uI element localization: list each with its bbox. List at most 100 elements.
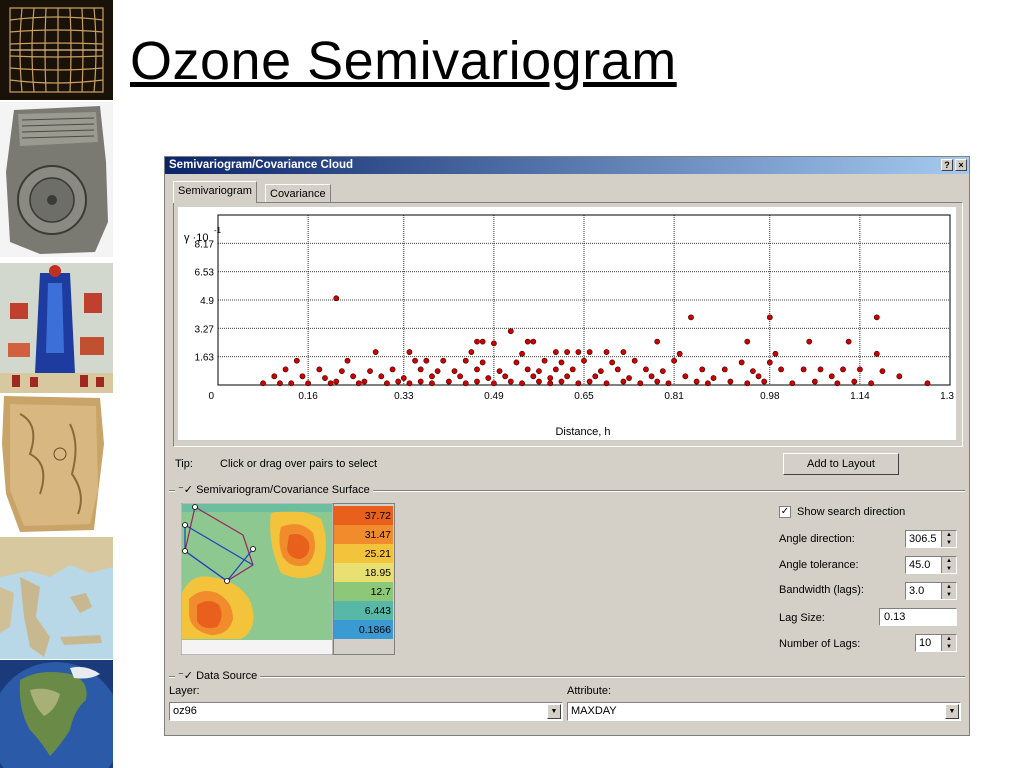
data-point — [445, 378, 452, 385]
bandwidth-spinner[interactable]: ▲ ▼ — [941, 583, 956, 599]
data-point — [406, 380, 413, 387]
thumbnail-strip — [0, 0, 114, 768]
data-point — [868, 380, 875, 387]
legend-label: 6.443 — [365, 605, 391, 617]
data-point — [857, 366, 863, 373]
data-point — [682, 373, 689, 380]
data-point — [524, 366, 531, 373]
data-point — [271, 373, 278, 380]
legend-swatch — [333, 544, 393, 563]
y-tick-label: 1.63 — [195, 353, 215, 364]
attribute-value: MAXDAY — [571, 705, 617, 717]
help-icon[interactable]: ? — [941, 159, 953, 171]
data-point — [361, 378, 368, 385]
data-point — [558, 359, 565, 366]
variogram-surface-map[interactable] — [181, 503, 333, 655]
data-point — [327, 380, 334, 387]
number-of-lags-field[interactable]: 10 ▲ ▼ — [915, 634, 957, 652]
data-point — [507, 378, 514, 385]
data-point — [552, 366, 559, 373]
lag-size-field[interactable]: 0.13 — [879, 608, 957, 626]
y-tick-label: 3.27 — [195, 324, 215, 335]
data-point — [755, 373, 762, 380]
data-point — [530, 338, 537, 345]
data-point — [496, 368, 503, 375]
surface-group-header[interactable]: ⁻✓ Semivariogram/Covariance Surface — [175, 483, 373, 496]
data-point — [389, 366, 396, 373]
data-point — [502, 373, 509, 380]
tab-covariance[interactable]: Covariance — [265, 184, 331, 203]
tab-semivariogram[interactable]: Semivariogram — [173, 181, 257, 203]
data-point — [575, 380, 582, 387]
data-point — [620, 378, 627, 385]
legend-label: 31.47 — [365, 529, 391, 541]
data-point — [603, 380, 610, 387]
data-point — [873, 314, 880, 321]
x-tick-labels: 0 0.16 0.33 0.49 0.65 0.81 0.98 1.14 1.3 — [208, 391, 954, 402]
layer-dropdown[interactable]: oz96 ▼ — [169, 702, 563, 721]
spin-down-icon: ▼ — [946, 566, 952, 572]
add-to-layout-button[interactable]: Add to Layout — [783, 453, 899, 475]
data-point — [468, 349, 475, 355]
angle-tolerance-spinner[interactable]: ▲ ▼ — [941, 557, 956, 573]
tip-text: Click or drag over pairs to select — [220, 458, 378, 470]
data-point — [519, 380, 525, 387]
dialog-title: Semivariogram/Covariance Cloud — [169, 159, 354, 171]
medieval-map-image — [0, 263, 113, 393]
legend-swatch — [333, 601, 393, 620]
data-point — [569, 366, 576, 373]
plot-area[interactable]: 1.63 3.27 4.9 6.53 8.17 0 0.16 0.33 0.49 0.65 0.8… — [178, 207, 956, 440]
data-point — [417, 378, 424, 385]
x-tick-label: 0.16 — [298, 391, 318, 402]
data-point — [597, 368, 604, 375]
data-point — [338, 368, 345, 375]
legend-swatch — [333, 620, 393, 639]
chevron-down-icon[interactable]: ▼ — [945, 704, 959, 719]
attribute-dropdown[interactable]: MAXDAY ▼ — [567, 702, 961, 721]
data-point — [462, 380, 469, 387]
angle-direction-field[interactable]: 306.5 ▲ ▼ — [905, 530, 957, 548]
data-point — [434, 368, 441, 375]
data-point — [479, 359, 486, 366]
show-search-direction-checkbox[interactable]: ✓ — [779, 506, 791, 518]
data-point — [721, 366, 728, 373]
legend-swatch — [333, 582, 393, 601]
surface-group-label: Semivariogram/Covariance Surface — [196, 484, 370, 496]
number-of-lags-spinner[interactable]: ▲ ▼ — [941, 635, 956, 651]
data-point — [693, 378, 700, 385]
y-tick-label: 4.9 — [200, 296, 214, 307]
data-point — [800, 366, 807, 373]
data-point — [536, 368, 542, 375]
data-point — [609, 359, 616, 366]
data-point — [873, 350, 880, 357]
bandwidth-field[interactable]: 3.0 ▲ ▼ — [905, 582, 957, 600]
angle-tolerance-field[interactable]: 45.0 ▲ ▼ — [905, 556, 957, 574]
data-point — [406, 349, 413, 355]
data-point — [384, 380, 390, 387]
number-of-lags-label: Number of Lags: — [779, 638, 861, 650]
data-point — [462, 357, 469, 364]
data-point — [688, 314, 694, 321]
spin-up-icon: ▲ — [946, 636, 952, 642]
chevron-down-icon[interactable]: ▼ — [547, 704, 561, 719]
data-point — [744, 380, 751, 387]
data-point — [778, 366, 784, 373]
x-tick-label: 0 — [208, 391, 214, 402]
angle-tolerance-value: 45.0 — [909, 559, 931, 571]
angle-direction-value: 306.5 — [909, 533, 937, 545]
close-icon[interactable]: × — [955, 159, 967, 171]
data-point — [896, 373, 903, 380]
data-point — [288, 380, 295, 387]
data-point — [322, 375, 328, 381]
data-point — [671, 357, 677, 364]
data-point — [491, 380, 497, 387]
bandwidth-value: 3.0 — [909, 585, 925, 597]
data-point — [811, 378, 818, 385]
data-point — [423, 357, 430, 364]
data-point — [530, 373, 537, 380]
angle-direction-spinner[interactable]: ▲ ▼ — [941, 531, 956, 547]
data-source-group-header[interactable]: ⁻✓ Data Source — [175, 669, 261, 682]
data-point — [851, 378, 858, 385]
semivariogram-chart[interactable]: 1.63 3.27 4.9 6.53 8.17 0 0.16 0.33 0.49 0.65 0.8… — [178, 207, 956, 440]
data-point — [643, 366, 649, 373]
